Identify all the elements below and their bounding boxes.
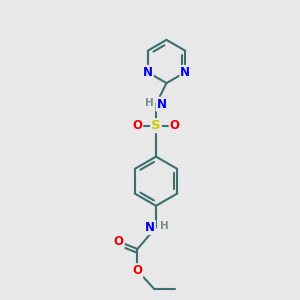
Text: N: N (156, 98, 167, 111)
Text: O: O (132, 119, 142, 132)
Text: O: O (114, 235, 124, 248)
Text: O: O (132, 264, 142, 277)
Text: N: N (143, 66, 153, 79)
Text: S: S (151, 119, 161, 132)
Text: H: H (145, 98, 154, 108)
Text: H: H (160, 221, 169, 231)
Text: N: N (145, 221, 155, 234)
Text: O: O (169, 119, 180, 132)
Text: N: N (180, 66, 190, 79)
